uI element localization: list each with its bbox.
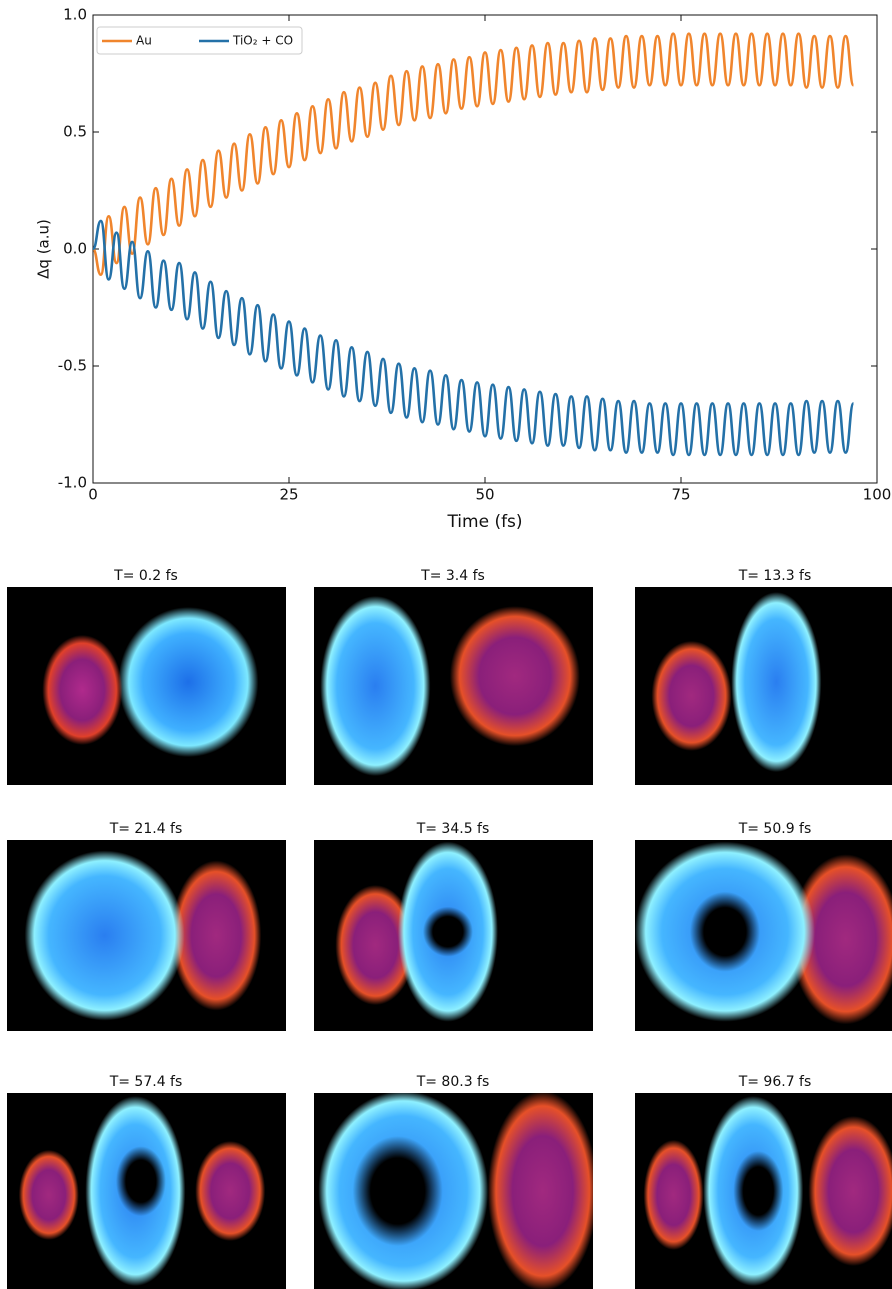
series-line xyxy=(91,219,855,457)
panel-title: T= 0.2 fs xyxy=(114,568,178,584)
panel-title: T= 34.5 fs xyxy=(416,821,490,837)
y-tick-label: -0.5 xyxy=(58,357,87,375)
chart: Time (fs) Δq (a.u) -1.0 -0.5 0.0 0.5 1.0 0 25 5… xyxy=(35,6,892,533)
x-tick-label: 50 xyxy=(475,486,494,504)
y-tick-label: 0.5 xyxy=(63,123,87,141)
panel-title: T= 80.3 fs xyxy=(416,1074,490,1090)
panel-title: T= 57.4 fs xyxy=(109,1074,183,1090)
y-tick-label: 0.0 xyxy=(63,240,87,258)
snapshot xyxy=(7,1093,286,1289)
x-tick-label: 25 xyxy=(279,486,298,504)
panel-title: T= 13.3 fs xyxy=(738,568,812,584)
x-axis-label: Time (fs) xyxy=(446,512,522,532)
snapshot xyxy=(314,587,593,785)
y-tick-label: 1.0 xyxy=(63,6,87,24)
snapshot xyxy=(314,1093,593,1289)
panel-title: T= 96.7 fs xyxy=(738,1074,812,1090)
y-tick-label: -1.0 xyxy=(58,474,87,492)
x-tick-label: 0 xyxy=(88,486,98,504)
snapshot xyxy=(7,840,286,1031)
series-line xyxy=(91,32,855,277)
x-tick-label: 100 xyxy=(863,486,892,504)
panel-title: T= 21.4 fs xyxy=(109,821,183,837)
y-axis-label: Δq (a.u) xyxy=(35,219,53,279)
x-tick-label: 75 xyxy=(671,486,690,504)
snapshot xyxy=(314,840,593,1031)
snapshot xyxy=(635,587,892,785)
snapshot xyxy=(635,840,892,1031)
legend-label: TiO₂ + CO xyxy=(232,34,293,48)
legend-label: Au xyxy=(136,34,152,48)
panel-title: T= 3.4 fs xyxy=(421,568,485,584)
snapshot xyxy=(7,587,286,785)
panel-title: T= 50.9 fs xyxy=(738,821,812,837)
snapshot xyxy=(635,1093,892,1289)
